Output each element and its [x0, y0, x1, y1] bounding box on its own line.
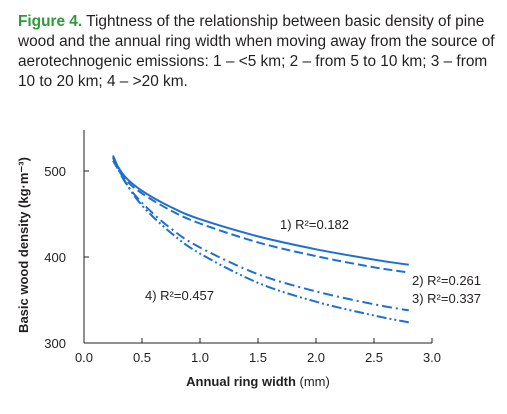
x-tick-label: 1.5 [249, 350, 267, 365]
series-lines [112, 155, 410, 324]
x-tick-label: 0.5 [133, 350, 151, 365]
x-tick-label: 2.0 [307, 350, 325, 365]
y-axis-title: Basic wood density (kg·m⁻³) [16, 157, 31, 333]
axes [83, 130, 433, 344]
series-line-4 [112, 155, 410, 324]
x-tick-label: 1.0 [191, 350, 209, 365]
x-tick-label: 2.5 [365, 350, 383, 365]
x-tick-label: 3.0 [423, 350, 441, 365]
y-tick-label: 500 [44, 164, 66, 179]
series-annotation-1: 1) R²=0.182 [280, 217, 349, 232]
figure-caption: Figure 4. Tightness of the relationship … [18, 12, 498, 92]
series-annotation-3: 3) R²=0.337 [412, 291, 481, 306]
series-annotation-4: 4) R²=0.457 [145, 288, 214, 303]
series-line-1 [112, 157, 409, 266]
x-axis-title: Annual ring width (mm) [186, 374, 330, 389]
tick-labels: 300 400 500 0.0 0.5 1.0 1.5 2.0 2.5 3.0 [44, 164, 441, 365]
x-tick-label: 0.0 [75, 350, 93, 365]
series-line-3 [112, 156, 409, 312]
x-axis-title-unit: (mm) [296, 374, 330, 389]
y-tick-label: 300 [44, 336, 66, 351]
y-tick-label: 400 [44, 250, 66, 265]
x-axis-title-main: Annual ring width [186, 374, 296, 389]
figure-label: Figure 4. [18, 13, 83, 30]
caption-text: Tightness of the relationship between ba… [18, 13, 495, 90]
series-line-2 [112, 160, 409, 274]
series-annotation-2: 2) R²=0.261 [412, 273, 481, 288]
